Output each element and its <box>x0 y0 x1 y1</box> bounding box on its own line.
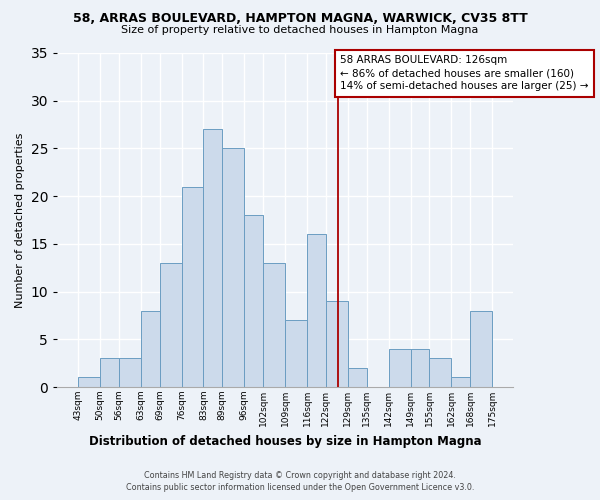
Bar <box>223 148 244 387</box>
Bar <box>285 320 307 387</box>
Bar <box>160 263 182 387</box>
Text: 58 ARRAS BOULEVARD: 126sqm
← 86% of detached houses are smaller (160)
14% of sem: 58 ARRAS BOULEVARD: 126sqm ← 86% of deta… <box>340 55 589 92</box>
Bar <box>326 301 348 387</box>
Bar <box>78 378 100 387</box>
Bar <box>451 378 470 387</box>
Bar <box>244 215 263 387</box>
Bar <box>430 358 451 387</box>
Text: Size of property relative to detached houses in Hampton Magna: Size of property relative to detached ho… <box>121 25 479 35</box>
Y-axis label: Number of detached properties: Number of detached properties <box>15 132 25 308</box>
Text: 58, ARRAS BOULEVARD, HAMPTON MAGNA, WARWICK, CV35 8TT: 58, ARRAS BOULEVARD, HAMPTON MAGNA, WARW… <box>73 12 527 26</box>
Bar <box>100 358 119 387</box>
Bar <box>140 310 160 387</box>
Bar <box>203 130 223 387</box>
Bar <box>389 349 410 387</box>
Bar <box>119 358 140 387</box>
Bar <box>410 349 430 387</box>
Bar <box>182 186 203 387</box>
Bar <box>263 263 285 387</box>
Bar <box>307 234 326 387</box>
X-axis label: Distribution of detached houses by size in Hampton Magna: Distribution of detached houses by size … <box>89 434 481 448</box>
Bar <box>470 310 492 387</box>
Text: Contains HM Land Registry data © Crown copyright and database right 2024.
Contai: Contains HM Land Registry data © Crown c… <box>126 471 474 492</box>
Bar <box>348 368 367 387</box>
